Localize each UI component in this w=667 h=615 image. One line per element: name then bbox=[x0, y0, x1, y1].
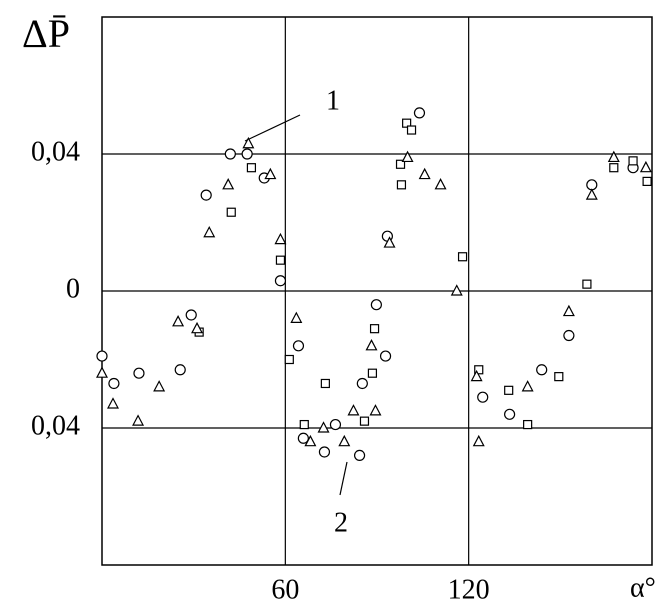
marker-circle bbox=[174, 364, 186, 376]
marker-square bbox=[642, 176, 652, 186]
leader-line bbox=[244, 114, 301, 142]
marker-triangle bbox=[450, 284, 463, 296]
marker-circle bbox=[108, 377, 120, 390]
marker-circle bbox=[224, 148, 236, 160]
marker-triangle bbox=[274, 232, 287, 245]
marker-triangle bbox=[242, 136, 255, 149]
marker-triangle bbox=[132, 414, 145, 426]
marker-circle bbox=[413, 107, 426, 119]
marker-triangle bbox=[585, 188, 598, 200]
marker-triangle bbox=[304, 434, 317, 447]
marker-triangle bbox=[365, 339, 378, 351]
marker-triangle bbox=[521, 380, 534, 392]
marker-triangle bbox=[107, 397, 119, 409]
marker-square bbox=[609, 163, 619, 173]
y-axis-label: ΔP̄ bbox=[22, 11, 70, 56]
marker-square bbox=[320, 378, 330, 389]
marker-square bbox=[474, 365, 484, 375]
marker-triangle bbox=[347, 404, 360, 416]
marker-triangle bbox=[383, 236, 396, 248]
marker-circle bbox=[356, 377, 368, 390]
y-tick-label: 0 bbox=[66, 273, 80, 304]
marker-triangle bbox=[222, 178, 235, 190]
marker-square bbox=[582, 279, 592, 289]
marker-triangle bbox=[290, 311, 303, 323]
x-axis-label: α° bbox=[630, 572, 656, 603]
x-tick-label: 120 bbox=[448, 574, 490, 605]
x-tick-label: 60 bbox=[271, 574, 299, 605]
marker-triangle bbox=[264, 167, 277, 180]
marker-triangle bbox=[434, 178, 447, 190]
marker-circle bbox=[370, 299, 382, 311]
marker-triangle bbox=[191, 321, 204, 334]
marker-triangle bbox=[639, 160, 652, 173]
marker-triangle bbox=[317, 421, 330, 433]
marker-square bbox=[457, 252, 468, 262]
marker-square bbox=[359, 416, 370, 426]
marker-triangle bbox=[418, 167, 431, 180]
marker-circle bbox=[185, 309, 197, 321]
marker-circle bbox=[329, 418, 342, 431]
marker-circle bbox=[379, 350, 392, 362]
marker-square bbox=[226, 207, 236, 217]
leader-line bbox=[339, 461, 348, 496]
marker-square bbox=[275, 255, 286, 265]
marker-triangle bbox=[153, 380, 166, 392]
marker-circle bbox=[274, 275, 287, 287]
marker-triangle bbox=[172, 315, 185, 327]
marker-square bbox=[402, 118, 412, 128]
marker-triangle bbox=[369, 404, 382, 416]
marker-triangle bbox=[470, 369, 483, 382]
marker-triangle bbox=[203, 225, 216, 238]
marker-triangle bbox=[607, 150, 620, 163]
y-tick-label: 0,04 bbox=[31, 410, 80, 441]
marker-square bbox=[554, 372, 564, 382]
marker-square bbox=[367, 368, 378, 378]
annotation: 2 bbox=[334, 507, 348, 538]
marker-square bbox=[395, 159, 406, 169]
marker-circle bbox=[241, 148, 253, 160]
marker-triangle bbox=[338, 434, 351, 447]
marker-circle bbox=[318, 446, 331, 458]
marker-circle bbox=[297, 432, 309, 444]
annotation: 1 bbox=[326, 85, 340, 116]
marker-circle bbox=[200, 189, 212, 201]
marker-circle bbox=[292, 340, 305, 352]
marker-circle bbox=[536, 364, 548, 376]
marker-triangle bbox=[562, 304, 575, 317]
marker-square bbox=[523, 419, 533, 430]
y-tick-label: 0,04 bbox=[31, 136, 80, 167]
marker-circle bbox=[477, 391, 489, 403]
marker-square bbox=[299, 419, 309, 430]
marker-square bbox=[369, 324, 380, 334]
marker-square bbox=[246, 163, 257, 173]
marker-square bbox=[504, 385, 514, 395]
marker-square bbox=[628, 156, 638, 166]
marker-circle bbox=[96, 350, 108, 362]
marker-square bbox=[396, 180, 407, 190]
marker-triangle bbox=[96, 366, 108, 378]
marker-triangle bbox=[401, 150, 414, 163]
marker-circle bbox=[133, 367, 145, 379]
marker-circle bbox=[353, 449, 366, 461]
marker-triangle bbox=[472, 434, 485, 447]
marker-square bbox=[406, 125, 417, 135]
marker-circle bbox=[563, 329, 575, 342]
marker-circle bbox=[504, 408, 516, 420]
marker-square bbox=[284, 354, 294, 365]
